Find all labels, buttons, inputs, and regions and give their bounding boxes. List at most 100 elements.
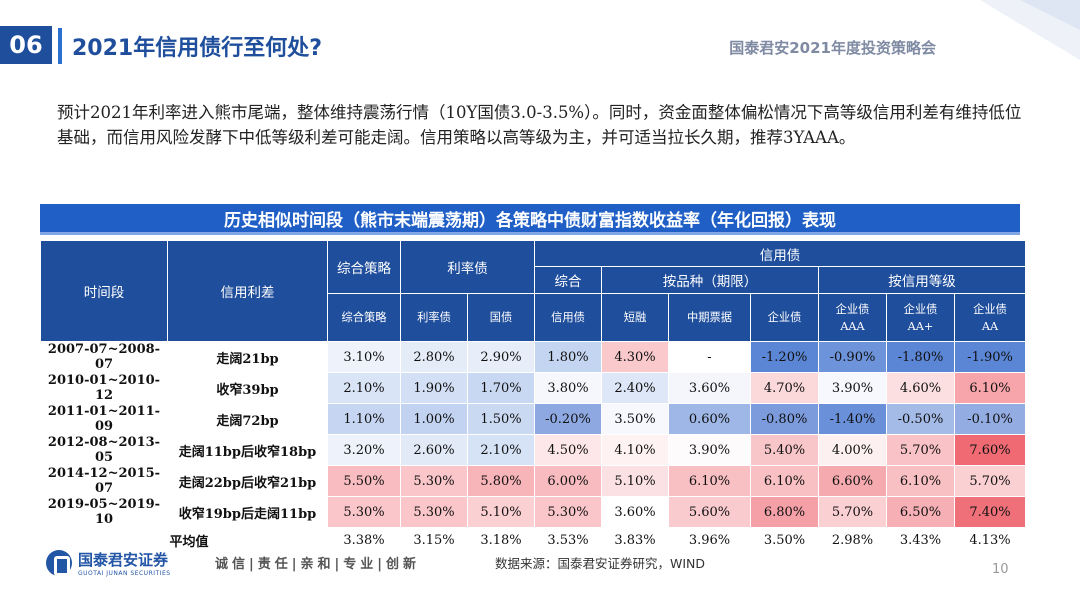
value-cell: 3.50% bbox=[750, 527, 819, 555]
value-cell: 3.80% bbox=[534, 372, 602, 404]
value-cell: 5.70% bbox=[953, 465, 1027, 497]
value-cell: 2.80% bbox=[400, 341, 468, 373]
row-period: 2011-01~2011-09 bbox=[40, 403, 168, 435]
value-cell: 4.13% bbox=[953, 527, 1027, 555]
value-cell: 6.10% bbox=[953, 372, 1027, 404]
value-cell: 5.70% bbox=[886, 434, 955, 466]
value-cell: 6.00% bbox=[534, 465, 602, 497]
value-cell: - bbox=[668, 341, 751, 373]
value-cell: 1.90% bbox=[400, 372, 468, 404]
value-cell: 1.50% bbox=[467, 403, 535, 435]
company-logo: 国泰君安证券 GUOTAI JUNAN SECURITIES bbox=[46, 549, 171, 577]
value-cell: 2.40% bbox=[601, 372, 669, 404]
banner-underline bbox=[40, 232, 1020, 235]
table-title-banner: 历史相似时间段（熊市末端震荡期）各策略中债财富指数收益率（年化回报）表现 bbox=[40, 204, 1020, 232]
col-header: 企业债 AA+ bbox=[886, 293, 955, 342]
row-period: 2012-08~2013-05 bbox=[40, 434, 168, 466]
conference-label: 国泰君安2021年度投资策略会 bbox=[729, 39, 936, 57]
logo-name: 国泰君安证券 bbox=[78, 551, 169, 569]
col-header: 中期票据 bbox=[668, 293, 751, 342]
row-period: 2019-05~2019-10 bbox=[40, 496, 168, 528]
value-cell: 4.70% bbox=[750, 372, 819, 404]
page-number: 10 bbox=[992, 562, 1009, 577]
value-cell: 2.10% bbox=[327, 372, 401, 404]
returns-table: 时间段 信用利差 综合策略 利率债 信用债 综合 按品种（期限） 按信用等级 综… bbox=[40, 240, 1027, 555]
value-cell: 5.10% bbox=[601, 465, 669, 497]
value-cell: 7.40% bbox=[953, 496, 1027, 528]
col-header: 企业债 AAA bbox=[818, 293, 887, 342]
table-row: 2010-01~2010-12 收窄39bp 2.10% 1.90% 1.70% 3.80… bbox=[40, 372, 1027, 404]
value-cell: -1.80% bbox=[886, 341, 955, 373]
row-label-average: 平均值 bbox=[40, 527, 328, 555]
value-cell: 1.70% bbox=[467, 372, 535, 404]
value-cell: 2.98% bbox=[818, 527, 887, 555]
table-row: 2014-12~2015-07 走阔22bp后收窄21bp 5.50% 5.30% 5.… bbox=[40, 465, 1027, 497]
data-source: 数据来源：国泰君安证券研究，WIND bbox=[495, 556, 706, 571]
value-cell: 4.60% bbox=[886, 372, 955, 404]
value-cell: 3.60% bbox=[601, 496, 669, 528]
value-cell: 2.90% bbox=[467, 341, 535, 373]
value-cell: 4.10% bbox=[601, 434, 669, 466]
value-cell: 5.10% bbox=[467, 496, 535, 528]
row-spread: 收窄39bp bbox=[167, 372, 328, 404]
value-cell: -0.20% bbox=[534, 403, 602, 435]
value-cell: 6.10% bbox=[886, 465, 955, 497]
header-period: 时间段 bbox=[40, 240, 168, 342]
row-spread: 收窄19bp后走阔11bp bbox=[167, 496, 328, 528]
logo-icon bbox=[46, 550, 72, 576]
col-header: 国债 bbox=[467, 293, 535, 342]
value-cell: 5.50% bbox=[327, 465, 401, 497]
value-cell: 5.30% bbox=[400, 465, 468, 497]
value-cell: 1.10% bbox=[327, 403, 401, 435]
table-row: 2007-07~2008-07 走阔21bp 3.10% 2.80% 2.90% 1.80… bbox=[40, 341, 1027, 373]
value-cell: -0.90% bbox=[818, 341, 887, 373]
header-rate-group: 利率债 bbox=[400, 240, 535, 294]
value-cell: 5.30% bbox=[327, 496, 401, 528]
value-cell: 3.10% bbox=[327, 341, 401, 373]
table-row: 2011-01~2011-09 走阔72bp 1.10% 1.00% 1.50% -0.2… bbox=[40, 403, 1027, 435]
corner-decoration bbox=[980, 0, 1080, 60]
value-cell: 3.38% bbox=[327, 527, 401, 555]
value-cell: -1.90% bbox=[953, 341, 1027, 373]
col-header: 综合策略 bbox=[327, 293, 401, 342]
value-cell: 3.43% bbox=[886, 527, 955, 555]
value-cell: 1.00% bbox=[400, 403, 468, 435]
value-cell: 5.60% bbox=[668, 496, 751, 528]
table-row: 2019-05~2019-10 收窄19bp后走阔11bp 5.30% 5.30% 5.… bbox=[40, 496, 1027, 528]
value-cell: 3.90% bbox=[818, 372, 887, 404]
header-spread: 信用利差 bbox=[167, 240, 328, 342]
section-number-badge: 06 bbox=[0, 26, 52, 64]
header-credit-composite: 综合 bbox=[534, 266, 602, 294]
col-header: 企业债 bbox=[750, 293, 819, 342]
value-cell: 2.10% bbox=[467, 434, 535, 466]
header-composite-group: 综合策略 bbox=[327, 240, 401, 294]
value-cell: 5.40% bbox=[750, 434, 819, 466]
value-cell: 3.15% bbox=[400, 527, 468, 555]
row-spread: 走阔22bp后收窄21bp bbox=[167, 465, 328, 497]
col-header: 信用债 bbox=[534, 293, 602, 342]
value-cell: 6.80% bbox=[750, 496, 819, 528]
row-spread: 走阔21bp bbox=[167, 341, 328, 373]
row-period: 2010-01~2010-12 bbox=[40, 372, 168, 404]
col-header: 利率债 bbox=[400, 293, 468, 342]
value-cell: 3.83% bbox=[601, 527, 669, 555]
value-cell: 6.60% bbox=[818, 465, 887, 497]
header-by-type: 按品种（期限） bbox=[601, 266, 819, 294]
table-body: 2007-07~2008-07 走阔21bp 3.10% 2.80% 2.90% 1.80… bbox=[40, 341, 1027, 555]
value-cell: 6.50% bbox=[886, 496, 955, 528]
value-cell: 4.50% bbox=[534, 434, 602, 466]
logo-english-name: GUOTAI JUNAN SECURITIES bbox=[78, 570, 171, 577]
table-row: 2012-08~2013-05 走阔11bp后收窄18bp 3.20% 2.60% 2.… bbox=[40, 434, 1027, 466]
value-cell: 3.20% bbox=[327, 434, 401, 466]
value-cell: 7.60% bbox=[953, 434, 1027, 466]
value-cell: 0.60% bbox=[668, 403, 751, 435]
table-row: 平均值 3.38% 3.15% 3.18% 3.53% 3.83% 3.96% 3.50% 2.… bbox=[40, 527, 1027, 555]
value-cell: -0.80% bbox=[750, 403, 819, 435]
col-header: 短融 bbox=[601, 293, 669, 342]
value-cell: -0.10% bbox=[953, 403, 1027, 435]
value-cell: 3.90% bbox=[668, 434, 751, 466]
title-accent-bar bbox=[58, 28, 62, 64]
value-cell: 3.50% bbox=[601, 403, 669, 435]
company-motto: 诚信|责任|亲和|专业|创新 bbox=[215, 557, 420, 572]
page-title: 2021年信用债行至何处? bbox=[72, 36, 322, 61]
